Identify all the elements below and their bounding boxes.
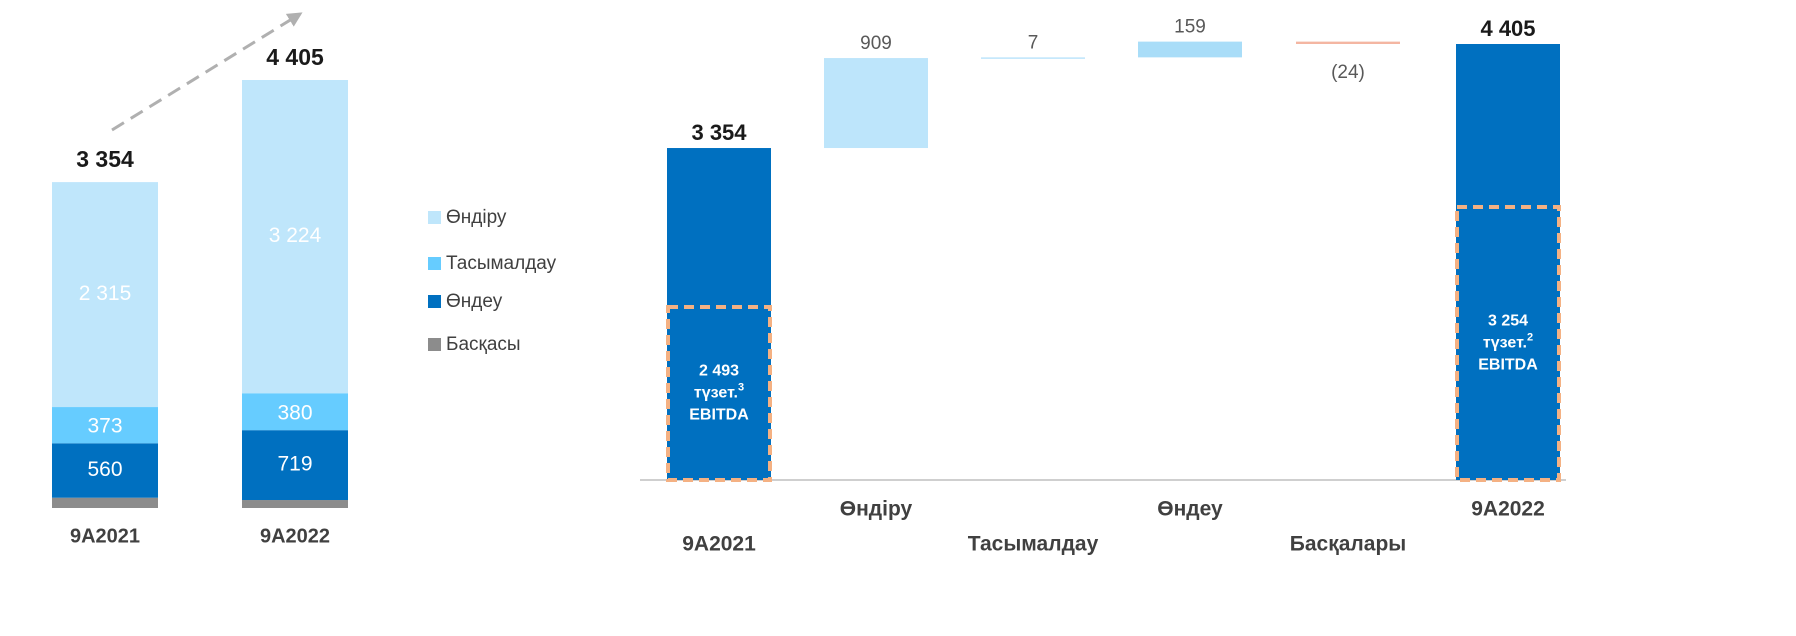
legend-swatch	[428, 295, 441, 308]
bar-segment	[242, 430, 348, 501]
x-tick-label: 9A2021	[682, 533, 756, 556]
bar	[824, 58, 928, 149]
legend-label: Тасымалдау	[446, 253, 557, 274]
value-label: 373	[87, 415, 122, 438]
ebitda-box	[1455, 205, 1561, 482]
annotation-sub: түзет.2	[1483, 331, 1533, 351]
legend-swatch	[428, 257, 441, 270]
legend-label: Өндіру	[446, 207, 507, 228]
annotation-sub-text: түзет.	[1483, 335, 1527, 352]
x-tick-label: Өндіру	[840, 498, 913, 521]
annotation-sub-text: түзет.	[694, 385, 738, 402]
bar-segment	[242, 80, 348, 394]
annotation-sup: 3	[738, 381, 744, 393]
value-label: (24)	[1331, 62, 1365, 83]
total-label: 3 354	[76, 146, 134, 172]
annotation-value: 3 254	[1488, 313, 1528, 330]
legend-swatch	[428, 211, 441, 224]
trend-arrow	[111, 12, 303, 132]
legend-label: Басқасы	[446, 334, 521, 355]
value-label: 560	[87, 458, 122, 481]
bar-segment	[242, 500, 348, 508]
value-label: 909	[860, 33, 892, 54]
value-label: 159	[1174, 17, 1206, 38]
annotation-note: EBITDA	[1478, 357, 1538, 374]
bar	[1456, 44, 1560, 480]
bar	[981, 57, 1085, 59]
x-tick-label: Тасымалдау	[968, 533, 1099, 556]
bar-segment	[52, 407, 158, 444]
bar-segment	[242, 393, 348, 431]
value-label: 3 224	[269, 224, 322, 247]
x-tick-label: Басқалары	[1290, 533, 1406, 556]
annotation-sub: түзет.3	[694, 381, 744, 401]
x-tick-label: 9A2021	[70, 525, 140, 547]
x-tick-label: 9A2022	[260, 525, 330, 547]
annotation-note: EBITDA	[689, 407, 749, 424]
bar	[1138, 41, 1242, 58]
bar-segment	[52, 497, 158, 508]
legend-label: Өндеу	[446, 291, 503, 312]
bar-segment	[52, 443, 158, 498]
annotation-sup: 2	[1527, 331, 1533, 343]
value-label: 380	[277, 401, 312, 424]
value-label: 3 354	[691, 120, 747, 145]
x-tick-label: Өндеу	[1157, 498, 1223, 521]
annotation-value: 2 493	[699, 363, 739, 380]
value-label: 719	[277, 453, 312, 476]
bar	[667, 148, 771, 480]
bar-segment	[52, 182, 158, 408]
value-label: 7	[1028, 32, 1039, 53]
value-label: 2 315	[79, 282, 132, 305]
bar	[1296, 41, 1400, 44]
value-label: 4 405	[1480, 16, 1535, 41]
legend-swatch	[428, 338, 441, 351]
x-tick-label: 9A2022	[1471, 498, 1545, 521]
total-label: 4 405	[266, 44, 324, 70]
ebitda-box	[666, 305, 772, 482]
